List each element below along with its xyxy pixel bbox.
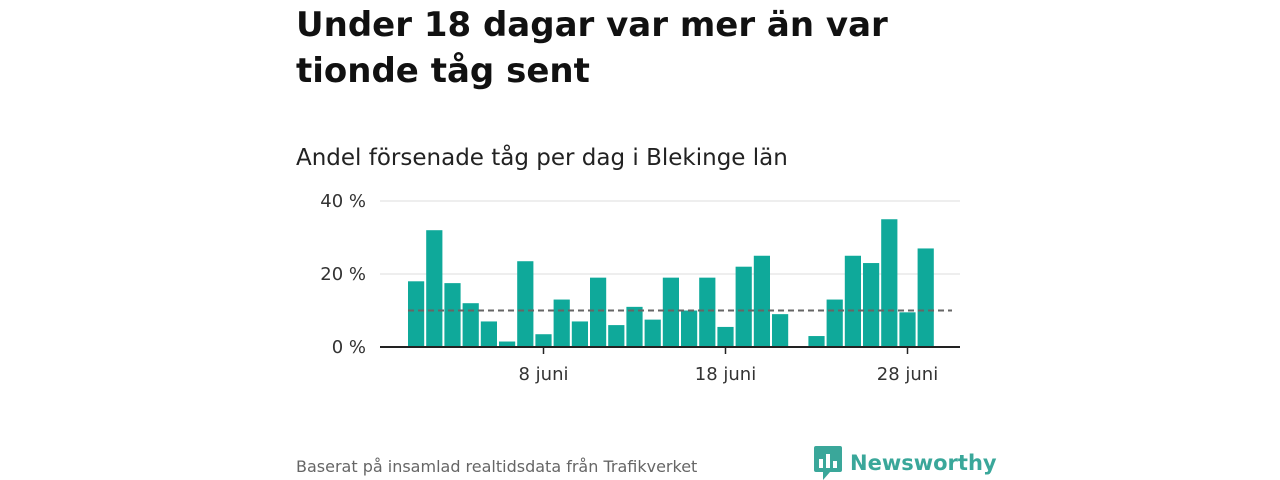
newsworthy-logo: Newsworthy [814, 446, 997, 480]
bar [480, 321, 497, 347]
bar-chart: 0 % 20 % 40 % 8 juni 18 juni 28 juni [320, 191, 960, 385]
bar [735, 266, 752, 347]
bar [753, 255, 770, 347]
chart-subtitle: Andel försenade tåg per dag i Blekinge l… [296, 145, 788, 171]
bar [662, 277, 679, 347]
bar [444, 283, 461, 347]
bar [462, 303, 479, 347]
logo-text: Newsworthy [850, 451, 997, 475]
bar [917, 248, 934, 347]
bar [899, 312, 916, 347]
bar [717, 326, 734, 347]
bar [772, 314, 789, 347]
y-tick-label: 20 % [320, 264, 366, 285]
bar [553, 299, 570, 347]
bar [844, 255, 861, 347]
bar [426, 230, 443, 347]
bar [535, 334, 552, 347]
bar [608, 325, 625, 347]
x-axis-ticks: 8 juni 18 juni 28 juni [519, 347, 938, 385]
newsworthy-logo-icon [814, 446, 842, 480]
source-note: Baserat på insamlad realtidsdata från Tr… [296, 457, 698, 476]
grid-lines [380, 200, 960, 275]
bar [408, 281, 425, 347]
bar [499, 341, 516, 347]
x-tick-label: 8 juni [519, 364, 569, 385]
chart-title: Under 18 dagar var mer än var tionde tåg… [296, 5, 888, 91]
bar [626, 306, 643, 347]
bar [681, 310, 698, 347]
y-tick-label: 40 % [320, 191, 366, 212]
x-tick-label: 28 juni [877, 364, 938, 385]
bar [517, 261, 534, 347]
bar [644, 319, 661, 347]
x-tick-label: 18 juni [695, 364, 756, 385]
bars [408, 219, 934, 347]
bar [881, 219, 898, 347]
bar [699, 277, 716, 347]
y-tick-label: 0 % [332, 337, 366, 358]
bar [571, 321, 588, 347]
bar [826, 299, 843, 347]
bar [808, 336, 825, 347]
bar [863, 263, 880, 347]
bar [590, 277, 607, 347]
y-axis-ticks: 0 % 20 % 40 % [320, 191, 366, 358]
